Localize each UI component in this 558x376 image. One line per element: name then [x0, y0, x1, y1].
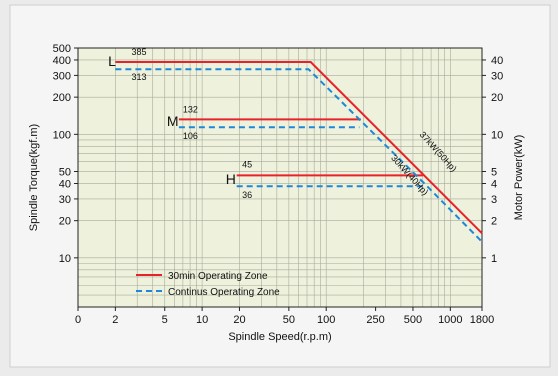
x-tick-label: 10 [196, 314, 208, 326]
annotation-5: 36 [242, 190, 252, 200]
y2-tick-label: 20 [491, 92, 503, 104]
y-tick-label: 400 [53, 55, 71, 67]
y-tick-label: 300 [53, 70, 71, 82]
y-tick-label: 200 [53, 92, 71, 104]
legend: 30min Operating Zone Continus Operating Z… [136, 271, 280, 298]
annotation-1: 313 [132, 72, 147, 82]
annotation-2: 132 [183, 105, 198, 115]
legend-label: Continus Operating Zone [168, 287, 280, 298]
y2-tick-label: 5 [491, 167, 497, 179]
x-tick-label: 250 [366, 314, 384, 326]
y2-tick-label: 10 [491, 129, 503, 141]
y2-tick-label: 4 [491, 178, 497, 190]
y2-tick-label: 40 [491, 55, 503, 67]
y-tick-label: 30 [59, 194, 71, 206]
annotation-4: 45 [242, 159, 252, 169]
annotation-8: H [226, 171, 236, 187]
y-tick-label: 100 [53, 129, 71, 141]
y-tick-label: 10 [59, 253, 71, 265]
x-tick-label: 2 [112, 314, 118, 326]
y2-tick-label: 3 [491, 194, 497, 206]
y-axis-title: Spindle Torque(kgf.m) [28, 124, 40, 231]
y-tick-label: 40 [59, 178, 71, 190]
y2-tick-label: 30 [491, 70, 503, 82]
y2-axis-title: Motor Power(kW) [513, 135, 525, 221]
plot-area [78, 48, 482, 307]
annotation-3: 106 [183, 131, 198, 141]
x-tick-label: 500 [404, 314, 422, 326]
y-tick-label: 50 [59, 167, 71, 179]
y2-tick-label: 2 [491, 216, 497, 228]
legend-label: 30min Operating Zone [168, 271, 268, 282]
x-tick-label: 100 [317, 314, 335, 326]
tick-labels: 0 2 5 10 20 50 100 250 500 1000 180010203040501002… [53, 43, 504, 326]
annotation-0: 385 [132, 47, 147, 57]
y-tick-label: 500 [53, 43, 71, 55]
x-tick-label: 0 [75, 314, 81, 326]
y2-tick-label: 1 [491, 253, 497, 265]
plot-frame [77, 47, 483, 308]
x-tick-label: 5 [162, 314, 168, 326]
y-tick-label: 20 [59, 216, 71, 228]
series-line-0 [115, 61, 483, 235]
x-tick-label: 20 [233, 314, 245, 326]
annotation-6: L [108, 53, 116, 69]
x-tick-label: 50 [283, 314, 295, 326]
x-axis-title: Spindle Speed(r.p.m) [228, 331, 331, 343]
x-tick-label: 1800 [470, 314, 494, 326]
x-tick-label: 1000 [438, 314, 462, 326]
annotation-7: M [167, 113, 179, 129]
